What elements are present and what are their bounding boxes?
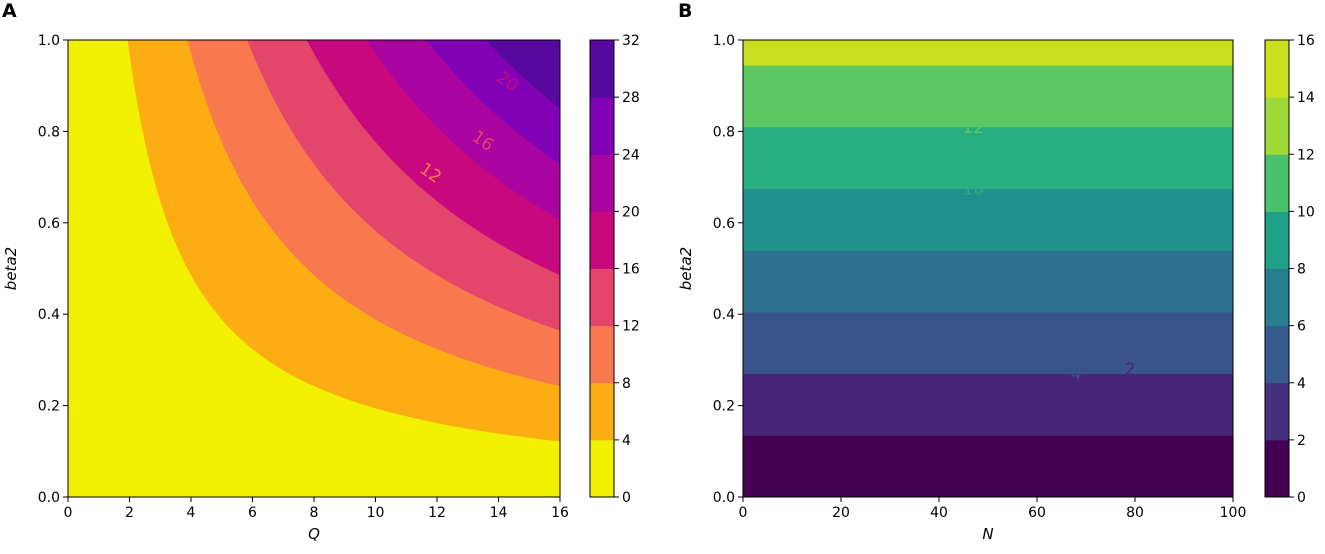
a-colorbar-tick-label: 0 [622,490,631,506]
panel-a-x-axis-label: Q [308,525,320,543]
panel-b-colorbar: 0 2 4 6 8 10 12 14 16 [1264,33,1315,506]
a-y-tick-label: 0.2 [38,399,60,415]
a-colorbar-tick-label: 20 [622,204,640,220]
panel-b-contour-plot [743,40,1233,498]
b-contour-band [743,65,1233,128]
panel-b-letter: B [678,0,692,22]
b-contour-band [743,188,1233,251]
a-colorbar-segment [590,268,614,327]
b-contour-band [743,126,1233,190]
b-contour-label: 10 [962,180,984,200]
a-colorbar-tick-label: 32 [622,33,640,49]
b-x-tick-label: 80 [1126,505,1144,521]
panel-a-y-ticks: 0.0 0.2 0.4 0.6 0.8 1.0 [38,33,68,506]
a-y-tick-label: 0.8 [38,124,60,140]
b-contour-label: 4 [1071,365,1082,385]
b-x-tick-label: 40 [930,505,948,521]
b-y-tick-label: 0.6 [713,216,735,232]
panel-a-colorbar: 0 4 8 12 16 20 24 28 32 [589,33,640,506]
a-colorbar-tick-label: 12 [622,319,640,335]
a-x-tick-label: 14 [490,505,508,521]
panel-a-contour-plot [68,40,560,497]
panel-a-x-ticks: 0 2 4 6 8 10 12 14 16 [64,497,569,521]
panel-a-y-axis-label: beta2 [2,247,20,290]
a-y-tick-label: 0.0 [38,490,60,506]
b-contour-band [743,40,1233,66]
b-contour-band [743,250,1233,313]
b-colorbar-tick-label: 8 [1297,262,1306,278]
a-colorbar-tick-label: 24 [622,147,640,163]
b-contour-band [743,373,1233,436]
a-colorbar-segment [590,325,614,384]
b-colorbar-tick-label: 12 [1297,147,1315,163]
b-y-tick-label: 0.4 [713,307,735,323]
panel-b-y-ticks: 0.0 0.2 0.4 0.6 0.8 1.0 [713,33,743,506]
panel-a-letter: A [2,0,17,22]
panel-b-axes-frame [742,39,1234,498]
a-colorbar-tick-label: 28 [622,90,640,106]
b-colorbar-segment [1265,268,1289,327]
a-colorbar-segment [590,211,614,269]
a-colorbar-segment [590,97,614,155]
a-contour-band [485,40,560,109]
b-y-tick-label: 0.0 [713,490,735,506]
b-x-tick-label: 60 [1028,505,1046,521]
b-colorbar-tick-label: 4 [1297,376,1306,392]
a-x-tick-label: 4 [187,505,196,521]
b-colorbar-segment [1265,325,1289,384]
panel-b-y-axis-label: beta2 [677,247,695,290]
b-colorbar-segment [1265,154,1289,212]
a-x-tick-label: 10 [367,505,385,521]
a-colorbar-segment [590,40,614,98]
a-y-tick-label: 1.0 [38,33,60,49]
panel-b-x-ticks: 0 20 40 60 80 100 [739,497,1247,521]
a-y-tick-label: 0.4 [38,307,60,323]
panel-b-contour-labels: 12 10 4 2 [962,118,1135,385]
b-y-tick-label: 0.8 [713,124,735,140]
b-contour-band [743,311,1233,375]
b-y-tick-label: 0.2 [713,399,735,415]
a-colorbar-segment [590,154,614,212]
b-colorbar-tick-label: 6 [1297,319,1306,335]
a-x-tick-label: 0 [64,505,73,521]
a-colorbar-segment [590,439,614,498]
a-x-tick-label: 12 [428,505,446,521]
panel-b-x-axis-label: N [982,525,993,543]
b-colorbar-tick-label: 0 [1297,490,1306,506]
b-colorbar-tick-label: 14 [1297,90,1315,106]
b-y-tick-label: 1.0 [713,33,735,49]
a-x-tick-label: 16 [551,505,569,521]
b-colorbar-segment [1265,40,1289,98]
a-x-tick-label: 6 [248,505,257,521]
b-x-tick-label: 100 [1220,505,1247,521]
b-colorbar-segment [1265,382,1289,441]
b-x-tick-label: 0 [739,505,748,521]
b-x-tick-label: 20 [832,505,850,521]
a-colorbar-segment [590,382,614,441]
b-colorbar-tick-label: 2 [1297,433,1306,449]
b-colorbar-segment [1265,97,1289,155]
b-contour-band [743,435,1233,498]
a-colorbar-tick-label: 4 [622,433,631,449]
a-y-tick-label: 0.6 [38,216,60,232]
a-x-tick-label: 8 [310,505,319,521]
b-contour-label: 12 [962,118,984,138]
b-contour-label: 2 [1125,360,1136,380]
a-colorbar-tick-label: 16 [622,262,640,278]
b-colorbar-segment [1265,439,1289,498]
a-colorbar-tick-label: 8 [622,376,631,392]
b-colorbar-tick-label: 16 [1297,33,1315,49]
a-x-tick-label: 2 [125,505,134,521]
b-colorbar-segment [1265,211,1289,269]
b-colorbar-tick-label: 10 [1297,204,1315,220]
